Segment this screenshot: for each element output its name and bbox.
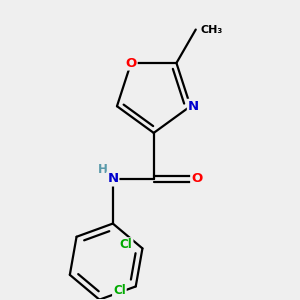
Text: O: O: [191, 172, 202, 185]
Text: O: O: [125, 56, 136, 70]
Text: Cl: Cl: [113, 284, 126, 297]
Text: H: H: [98, 163, 108, 176]
Text: CH₃: CH₃: [200, 25, 223, 34]
Text: N: N: [107, 172, 118, 185]
Text: Cl: Cl: [120, 238, 133, 251]
Text: N: N: [188, 100, 199, 113]
